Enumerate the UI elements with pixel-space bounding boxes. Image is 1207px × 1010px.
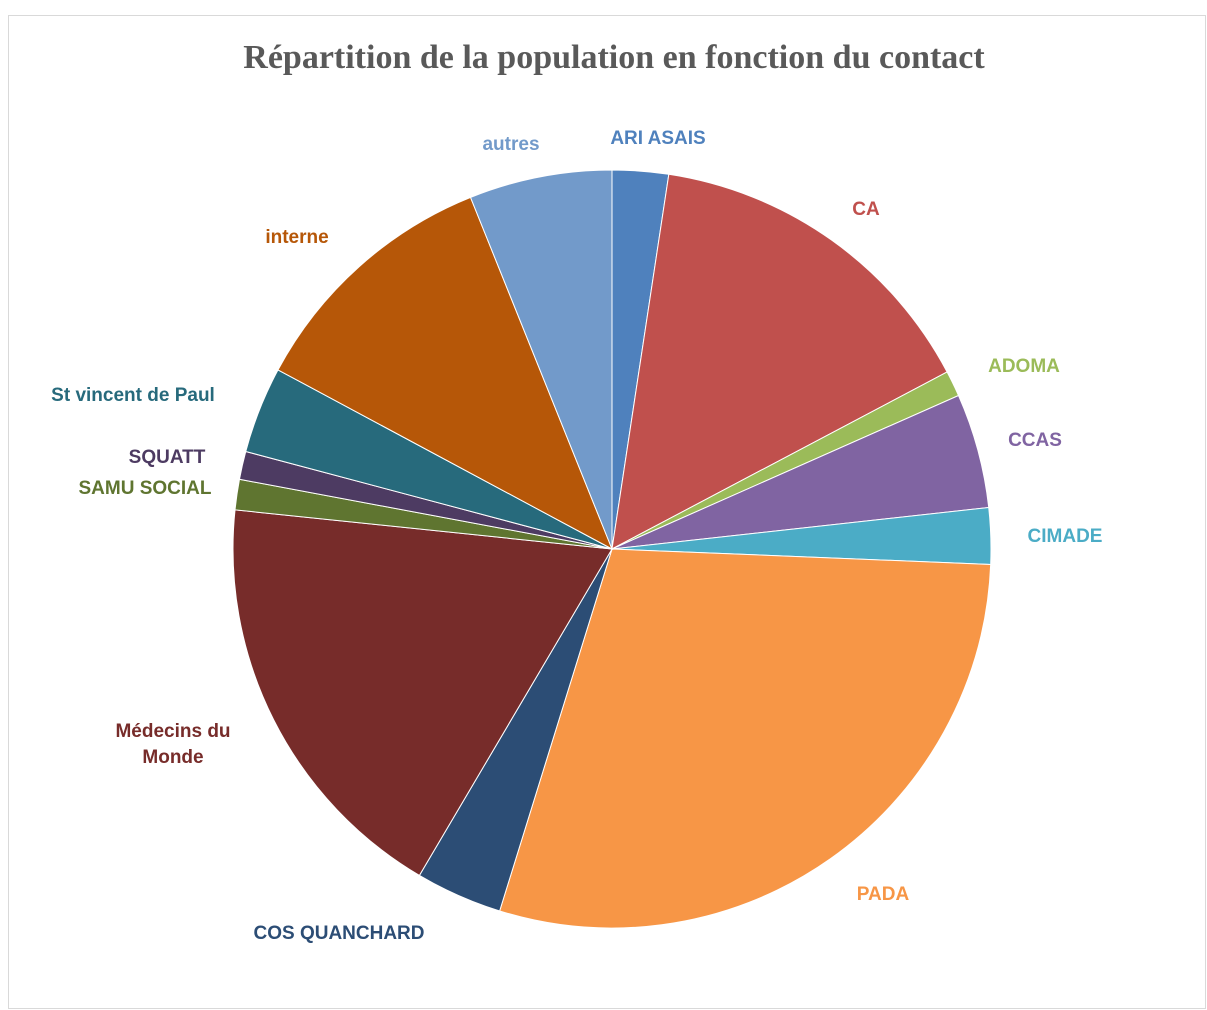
slice-label: ARI ASAIS [610, 128, 706, 149]
slice-label: CCAS [1008, 430, 1062, 451]
chart-frame [8, 15, 1206, 1009]
slice-label: COS QUANCHARD [253, 923, 425, 944]
slice-label: St vincent de Paul [51, 385, 215, 406]
pie-slice [499, 548, 992, 929]
pie-slice [232, 509, 613, 877]
pie-slice [611, 173, 948, 550]
chart-title: Répartition de la population en fonction… [243, 39, 985, 76]
slice-label: PADA [856, 884, 910, 905]
slice-label: CA [852, 199, 880, 220]
slice-label: CIMADE [1027, 526, 1103, 547]
slice-label: ADOMA [988, 356, 1060, 377]
slice-label: SAMU SOCIAL [78, 478, 212, 499]
slice-label: autres [482, 134, 540, 155]
pie-slice [469, 169, 613, 550]
slice-label: interne [265, 227, 329, 248]
pie-slice [277, 196, 613, 551]
slice-label: Médecins du Monde [115, 721, 231, 768]
slice-label: SQUATT [128, 447, 206, 468]
